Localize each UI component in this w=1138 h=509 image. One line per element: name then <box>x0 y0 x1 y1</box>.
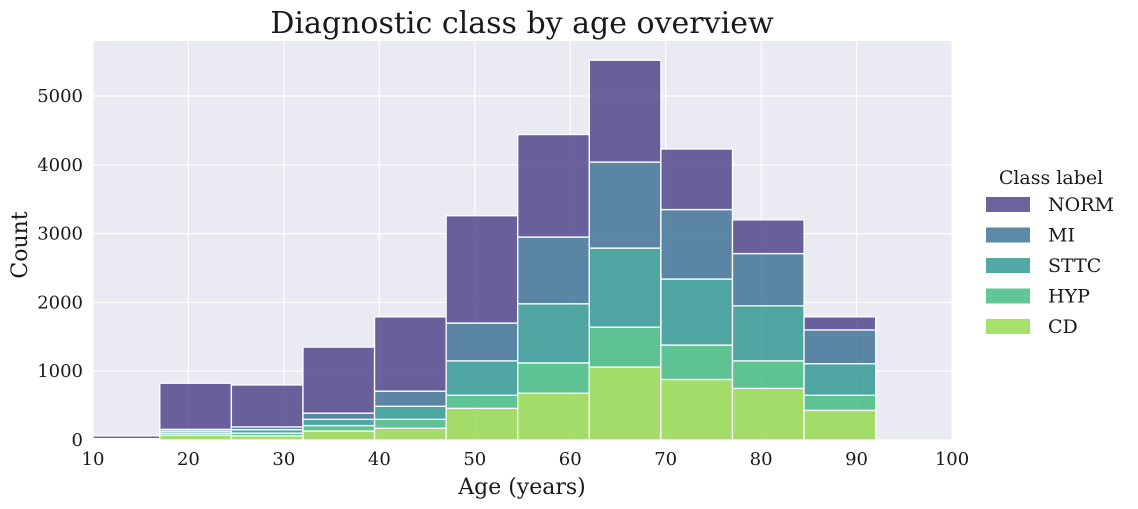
bar-segment-sttc <box>588 247 662 328</box>
bar-segment-norm <box>803 316 877 331</box>
legend-label-cd: CD <box>1048 316 1078 338</box>
bar-segment-norm <box>731 219 805 255</box>
legend-label-norm: NORM <box>1048 194 1114 216</box>
legend: Class label NORM MI STTC HYP CD <box>986 167 1114 338</box>
legend-swatch-mi <box>986 227 1030 243</box>
bar-segment-sttc <box>445 360 519 396</box>
bar-segment-hyp <box>445 394 519 410</box>
bar-segment-cd <box>660 378 734 441</box>
legend-swatch-cd <box>986 319 1030 334</box>
x-axis-label: Age (years) <box>457 475 586 500</box>
legend-swatch-norm <box>986 197 1030 212</box>
x-tick-label: 30 <box>272 449 295 470</box>
bar-segment-cd <box>517 392 590 441</box>
bar-segment-norm <box>517 133 590 238</box>
bar-segment-mi <box>660 208 734 280</box>
legend-title: Class label <box>999 167 1103 189</box>
x-tick-label: 80 <box>750 449 773 470</box>
bar-segment-cd <box>302 430 376 441</box>
x-tick-label: 50 <box>463 449 486 470</box>
bar-segment-norm <box>660 148 734 211</box>
x-axis-ticks: 10 20 30 40 50 60 70 80 90 100 <box>82 449 970 470</box>
y-tick-label: 4000 <box>37 155 83 176</box>
bar-segment-norm <box>159 382 233 430</box>
bar-segment-cd <box>588 366 662 441</box>
bar-segment-cd <box>159 434 233 441</box>
bar-segment-mi <box>302 412 376 421</box>
y-tick-label: 5000 <box>37 86 83 107</box>
bar-segment-mi <box>588 161 662 249</box>
x-tick-label: 70 <box>654 449 677 470</box>
x-tick-label: 100 <box>935 449 969 470</box>
bar-segment-hyp <box>302 424 376 432</box>
bar-segment-hyp <box>517 362 590 394</box>
bar-segment-norm <box>302 346 376 414</box>
legend-label-hyp: HYP <box>1048 286 1090 308</box>
x-tick-label: 90 <box>845 449 868 470</box>
bar-segment-hyp <box>803 394 877 412</box>
bars-group <box>92 59 877 441</box>
bar-segment-cd <box>803 409 877 441</box>
bar-segment-mi <box>731 252 805 307</box>
bar-segment-cd <box>445 407 519 441</box>
y-tick-label: 2000 <box>37 292 83 313</box>
y-tick-label: 0 <box>72 430 83 451</box>
bar-segment-hyp <box>731 360 805 390</box>
bar-segment-cd <box>373 427 447 441</box>
bar-segment-mi <box>445 322 519 362</box>
bar-segment-mi <box>373 390 447 407</box>
y-tick-label: 3000 <box>37 224 83 245</box>
legend-label-sttc: STTC <box>1048 255 1101 277</box>
bar-segment-mi <box>803 329 877 365</box>
bar-segment-mi <box>517 236 590 305</box>
chart-title: Diagnostic class by age overview <box>270 6 774 41</box>
x-tick-label: 40 <box>368 449 391 470</box>
y-axis-ticks: 0 1000 2000 3000 4000 5000 <box>37 86 83 451</box>
bar-segment-sttc <box>517 303 590 364</box>
x-tick-label: 20 <box>177 449 200 470</box>
bar-segment-sttc <box>302 418 376 427</box>
bar-segment-sttc <box>373 405 447 421</box>
bar-segment-sttc <box>731 305 805 362</box>
bar-segment-norm <box>445 215 519 324</box>
legend-swatch-sttc <box>986 258 1030 273</box>
legend-swatch-hyp <box>986 288 1030 304</box>
bar-segment-norm <box>373 316 447 392</box>
legend-label-mi: MI <box>1048 225 1075 247</box>
bar-segment-norm <box>92 435 161 440</box>
x-tick-label: 60 <box>559 449 582 470</box>
y-axis-label: Count <box>8 211 33 278</box>
bar-segment-norm <box>588 59 662 163</box>
bar-segment-hyp <box>588 326 662 368</box>
x-tick-label: 10 <box>82 449 105 470</box>
bar-segment-sttc <box>660 278 734 346</box>
bar-segment-cd <box>731 387 805 441</box>
bar-segment-sttc <box>803 362 877 396</box>
bar-segment-hyp <box>373 418 447 429</box>
bar-segment-hyp <box>660 344 734 381</box>
y-tick-label: 1000 <box>37 361 83 382</box>
bar-segment-norm <box>230 384 304 428</box>
